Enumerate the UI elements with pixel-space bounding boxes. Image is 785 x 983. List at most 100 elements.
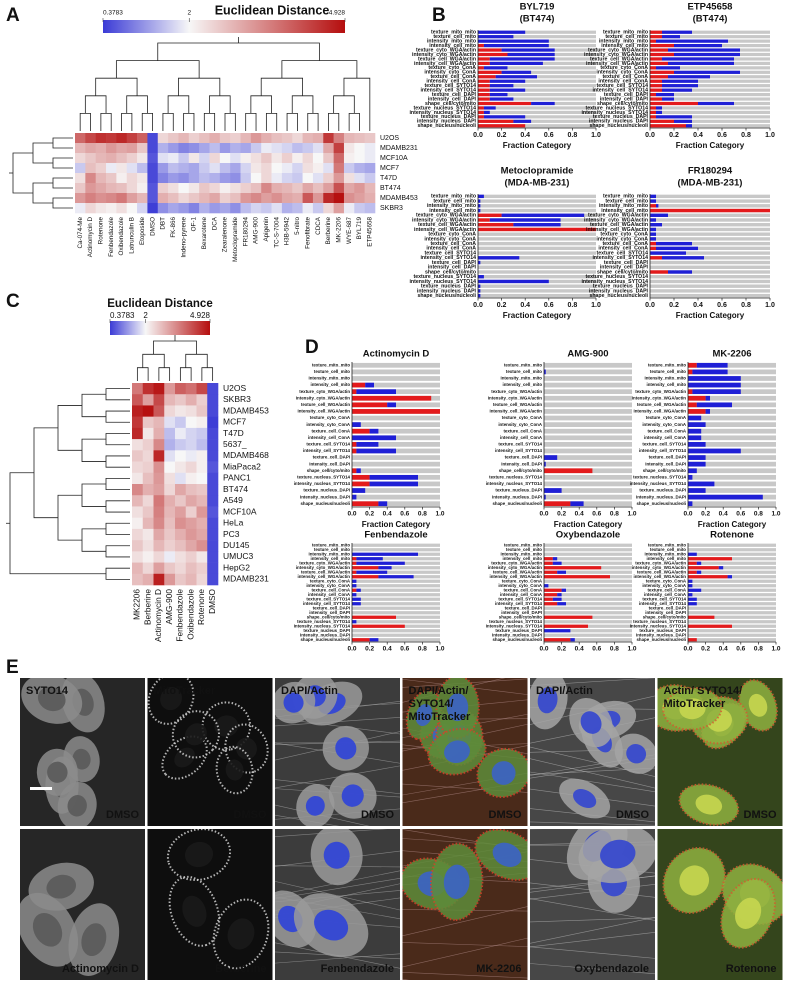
nucleus (160, 687, 183, 711)
category-label: intensity_cell_ConA (308, 435, 351, 440)
category-label: intensity_cyto_ConA (642, 422, 686, 427)
bar (478, 289, 481, 293)
category-label: texture_cell_WGA/actin (301, 402, 350, 407)
heatmap (132, 383, 219, 586)
category-label: intensity_nucleus_DAPI (589, 119, 649, 125)
bar-background (352, 488, 440, 493)
heatmap-cell (132, 528, 144, 541)
heatmap-cell (196, 394, 208, 406)
bar-background (352, 570, 440, 574)
category-label: texture_mito_mito (648, 542, 686, 547)
bar-background (544, 474, 632, 480)
heatmap-cell (219, 193, 231, 204)
heatmap-cell (75, 183, 86, 194)
bar-background (544, 395, 632, 401)
bar (352, 448, 357, 454)
category-label: intensity_cell_mito (646, 382, 686, 387)
dendrogram-branch (32, 182, 53, 204)
heatmap-cell (250, 143, 262, 154)
bar (650, 84, 662, 88)
bar-background (650, 256, 770, 260)
dendrogram (9, 137, 73, 209)
bar-background (688, 548, 776, 552)
heatmap-cell (219, 143, 231, 154)
heatmap-cell (175, 439, 187, 451)
bar (650, 88, 662, 92)
chart-title: Actinomycin D (363, 349, 430, 360)
bar-background (650, 218, 770, 222)
bar-background (650, 66, 770, 70)
category-label: texture_cyto_ConA (428, 65, 476, 71)
heatmap-cell (185, 528, 197, 541)
category-label: texture_nucleus_SYTO14 (414, 105, 477, 111)
bar (352, 501, 379, 507)
bar-background (544, 369, 632, 375)
bar (352, 593, 357, 597)
bar-background (544, 543, 632, 547)
nucleus (305, 795, 325, 816)
category-label: intensity_cell_ConA (644, 435, 687, 440)
bar (478, 204, 481, 208)
heatmap-cell (250, 183, 262, 194)
bar (668, 75, 710, 79)
bar (352, 561, 357, 565)
category-label: texture_cell_WGA/actin (418, 222, 476, 228)
bar-background (650, 35, 770, 39)
colorbar-title: Euclidean Distance (107, 298, 212, 310)
category-label: texture_cyto_ConA (600, 65, 648, 71)
heatmap-cell (209, 193, 221, 204)
fiber (402, 942, 528, 947)
category-label: shape_cell/cyto/mito (425, 101, 476, 107)
heatmap-cell (185, 383, 197, 395)
x-axis-label: Fraction Category (503, 141, 572, 150)
category-label: shape_nucleus/nucleoli (636, 501, 686, 506)
bar (478, 110, 484, 115)
bar (705, 395, 710, 401)
nucleus (537, 686, 558, 714)
heatmap-cell (75, 203, 86, 214)
bar (662, 57, 734, 61)
bar (478, 84, 490, 88)
category-label: texture_cell_mito (650, 369, 686, 374)
dendrogram (79, 37, 371, 131)
bar-background (478, 30, 596, 34)
heatmap-cell (250, 193, 262, 204)
bar-background (352, 629, 440, 633)
dendrogram-branch (57, 494, 82, 541)
nucleus (335, 737, 357, 760)
heatmap-cell (354, 183, 365, 194)
category-label: texture_cell_ConA (430, 241, 476, 247)
bar (688, 561, 697, 565)
heatmap-cell (185, 517, 197, 530)
bar-background (478, 194, 596, 199)
bar (656, 39, 728, 43)
bar (552, 557, 558, 561)
category-label: intensity_nucleus_SYTO14 (409, 110, 476, 116)
category-label: intensity_cell_mito (502, 556, 542, 561)
heatmap-cell (185, 562, 197, 575)
dendrogram-branch (105, 433, 130, 446)
x-axis-label: Fraction Category (362, 520, 431, 529)
bar (650, 110, 656, 115)
bar (478, 260, 481, 265)
x-tick-label: 1.0 (627, 646, 636, 653)
stain-label: DAPI/Actin (281, 685, 338, 697)
row-label: SKBR3 (223, 394, 251, 404)
heatmap-cell (281, 173, 293, 184)
heatmap-cell (292, 153, 303, 164)
bar (688, 624, 732, 628)
heatmap-cell (185, 405, 197, 417)
category-label: intensity_cyto_WGA/actin (412, 52, 476, 58)
category-label: texture_cell_DAPI (649, 455, 686, 460)
heatmap-cell (164, 506, 176, 518)
heatmap-cell (147, 153, 159, 164)
heatmap-cell (312, 163, 324, 174)
category-label: texture_nucleus_DAPI (495, 488, 542, 493)
bar-background (478, 88, 596, 92)
bar (688, 422, 706, 427)
category-label: texture_cell_SYTO14 (306, 442, 350, 447)
heatmap-cell (126, 203, 138, 214)
category-label: intensity_nucleus_DAPI (636, 632, 686, 637)
stain-label: SYTO14 (26, 685, 69, 697)
heatmap-cell (168, 163, 179, 174)
